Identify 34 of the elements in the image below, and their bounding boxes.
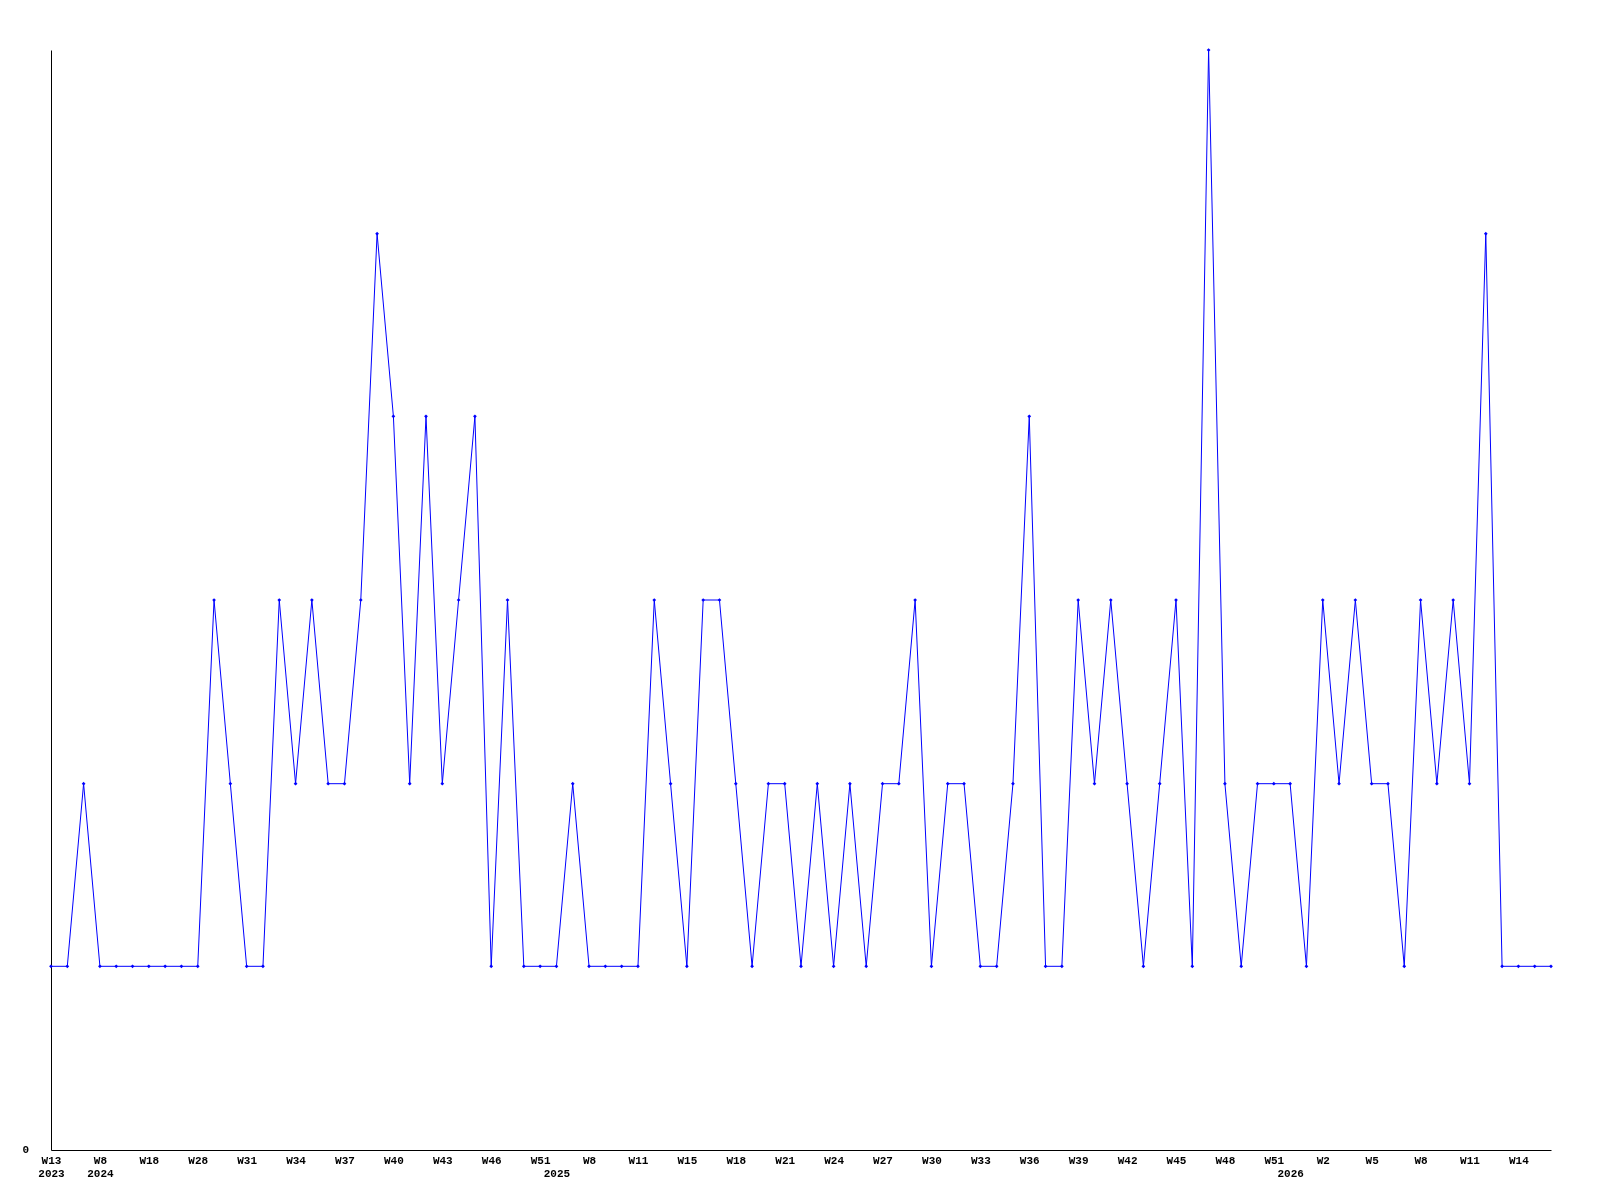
x-tick-label: W8 bbox=[582, 1154, 597, 1167]
x-tick-label: W36 bbox=[1019, 1154, 1040, 1167]
x-tick-label: W11 bbox=[628, 1154, 649, 1167]
x-tick-label: W51 bbox=[1264, 1154, 1285, 1167]
x-tick-label: W15 bbox=[677, 1154, 698, 1167]
x-tick-label: W37 bbox=[335, 1154, 355, 1167]
x-tick-label: W42 bbox=[1117, 1154, 1138, 1167]
x-tick-label: W40 bbox=[383, 1154, 404, 1167]
x-tick-label: W11 bbox=[1460, 1154, 1481, 1167]
x-tick-label: W24 bbox=[824, 1154, 845, 1167]
text: 0 bbox=[22, 1144, 29, 1156]
x-tick-label: W30 bbox=[922, 1154, 942, 1167]
x-tick-label: W18 bbox=[139, 1154, 160, 1167]
x-tick-label: W21 bbox=[775, 1154, 796, 1167]
x-tick-label: 2026 bbox=[1277, 1167, 1304, 1180]
x-tick-label: W28 bbox=[188, 1154, 209, 1167]
x-tick-label: W43 bbox=[432, 1154, 454, 1167]
x-tick-label: W45 bbox=[1166, 1154, 1187, 1167]
x-tick-label: W27 bbox=[873, 1154, 893, 1167]
x-tick-label: W48 bbox=[1215, 1154, 1236, 1167]
x-tick-label: W34 bbox=[286, 1154, 307, 1167]
x-tick-label: W51 bbox=[530, 1154, 551, 1167]
x-tick-label: W8 bbox=[1414, 1154, 1429, 1167]
x-tick-label: W8 2024 bbox=[87, 1154, 115, 1180]
x-tick-label: W46 bbox=[481, 1154, 502, 1167]
x-tick-label: W31 bbox=[237, 1154, 258, 1167]
x-tick-label: 2025 bbox=[543, 1167, 571, 1180]
x-tick-label: W13 2023 bbox=[38, 1154, 66, 1180]
x-tick-label: W2 bbox=[1316, 1154, 1330, 1167]
x-tick-label: W14 bbox=[1508, 1154, 1530, 1167]
x-tick-label: W39 bbox=[1068, 1154, 1089, 1167]
x-tick-label: W33 bbox=[970, 1154, 992, 1167]
x-tick-label: W18 bbox=[726, 1154, 747, 1167]
x-tick-label: W5 bbox=[1365, 1154, 1380, 1167]
